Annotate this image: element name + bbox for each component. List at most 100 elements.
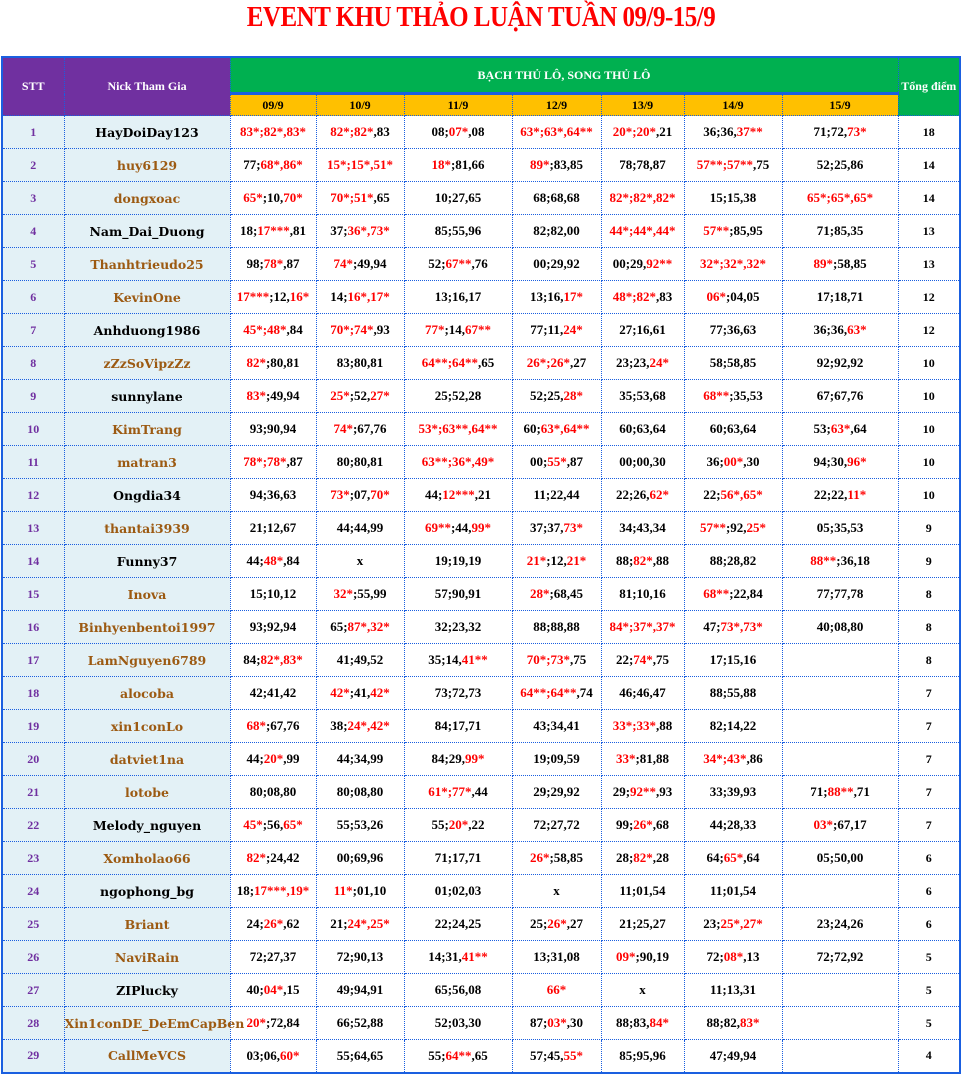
hit-number: 45* [243, 322, 263, 337]
prediction-cell: 87;03*,30 [511, 1006, 602, 1040]
prediction-cell: 33*;33*,88 [600, 709, 685, 743]
number: ; [716, 619, 721, 634]
hit-number: 63* [520, 124, 540, 139]
prediction-cell: 55;64,65 [315, 1039, 405, 1073]
number: , [283, 355, 287, 370]
hit-number: 06* [706, 289, 726, 304]
total-score: 13 [897, 214, 961, 248]
hit-number: 70* [370, 487, 390, 502]
hit-number: 32* [699, 256, 720, 271]
table-row: 9 sunnylane 83*;49,94 25*;52,27* 25;52,28 52;… [1, 379, 961, 413]
number: 64 [746, 850, 760, 865]
number: 86 [850, 157, 864, 172]
prediction-cell: 23;24,26 [781, 907, 899, 941]
prediction-cell: 88;55,88 [683, 676, 783, 710]
number: 72 [249, 949, 263, 964]
prediction-cell: 22;56*,65* [683, 478, 783, 512]
prediction-cell: 34;43,34 [600, 511, 685, 545]
row-number: 6 [1, 280, 65, 314]
prediction-cell: 25;52,28 [403, 379, 513, 413]
hit-number: 86* [283, 157, 303, 172]
number: ; [722, 355, 728, 370]
prediction-cell: 77*;14,67** [403, 313, 513, 347]
number: ; [832, 817, 838, 832]
number: 00 [612, 256, 626, 271]
prediction-cell: 82*;82*,82* [600, 181, 685, 215]
number: ; [632, 916, 637, 931]
hit-number: 19* [289, 883, 310, 898]
number: 77 [530, 322, 544, 337]
number: 37 [529, 520, 543, 535]
number: ; [826, 190, 831, 205]
hit-number: 33* [615, 751, 636, 766]
number: 73 [468, 685, 482, 700]
hit-number: 83* [286, 124, 307, 139]
number: , [465, 1015, 469, 1030]
number: 88 [706, 1015, 720, 1030]
prediction-cell: 11;22,44 [511, 478, 602, 512]
number: ; [635, 949, 640, 964]
number: 31 [550, 949, 564, 964]
number: 99 [370, 751, 384, 766]
number: , [560, 520, 564, 535]
number: 52 [354, 1015, 368, 1030]
hit-number: 68* [260, 157, 281, 172]
prediction-cell: 61*;77*,44 [403, 775, 513, 809]
number: 44 [709, 817, 723, 832]
number: , [465, 718, 469, 733]
number: 01 [636, 883, 650, 898]
number: 85 [853, 256, 867, 271]
number: 65 [376, 190, 390, 205]
prediction-cell: 36;36,37** [683, 115, 783, 149]
prediction-cell: 78;78,87 [600, 148, 685, 182]
number: 67 [834, 388, 848, 403]
hit-number: 42* [370, 685, 390, 700]
hit-number: 20* [263, 751, 284, 766]
number: , [563, 190, 567, 205]
number: 27 [619, 322, 633, 337]
number: ; [447, 784, 453, 799]
hit-number: 44* [609, 223, 629, 238]
hit-number: 21* [566, 553, 587, 568]
prediction-cell: 66* [511, 973, 602, 1007]
number: , [465, 190, 469, 205]
number: 00 [850, 850, 864, 865]
number: ; [444, 817, 449, 832]
hit-number: 64** [445, 1047, 472, 1063]
row-number: 5 [1, 247, 65, 281]
number: 94 [354, 982, 368, 997]
hit-number: 44* [656, 223, 676, 238]
hit-number: 26* [526, 355, 547, 370]
row-number: 13 [1, 511, 65, 545]
number: 85 [570, 157, 584, 172]
nick-name: huy6129 [63, 148, 231, 182]
hit-number: 37* [633, 619, 653, 634]
number: x [639, 982, 646, 997]
number: , [643, 256, 647, 271]
number: , [649, 520, 653, 535]
hit-number: 83* [283, 652, 303, 667]
number: ; [628, 487, 634, 502]
number: , [280, 949, 284, 964]
number: 53 [354, 817, 368, 832]
number: , [853, 784, 857, 799]
number: , [566, 850, 571, 865]
number: ; [447, 850, 453, 865]
number: 94 [286, 388, 300, 403]
hit-number: 11* [333, 883, 353, 898]
number: ; [450, 520, 456, 535]
number: 25 [434, 388, 448, 403]
number: 29 [448, 751, 462, 766]
prediction-cell: 74*;67,76 [315, 412, 405, 446]
number: 45 [547, 1047, 561, 1063]
number: 37 [283, 949, 297, 964]
score-table-container: STT Nick Tham Gia BẠCH THỦ LÔ, SONG THỦ … [1, 56, 962, 1074]
hit-number: 55* [563, 1047, 584, 1063]
prediction-cell: 73*;07,70* [315, 478, 405, 512]
number: 67 [837, 817, 851, 832]
number: 05 [746, 289, 760, 304]
number: 52 [428, 256, 442, 271]
number: , [370, 256, 374, 271]
number: 81 [619, 586, 633, 601]
number: 10 [636, 586, 650, 601]
